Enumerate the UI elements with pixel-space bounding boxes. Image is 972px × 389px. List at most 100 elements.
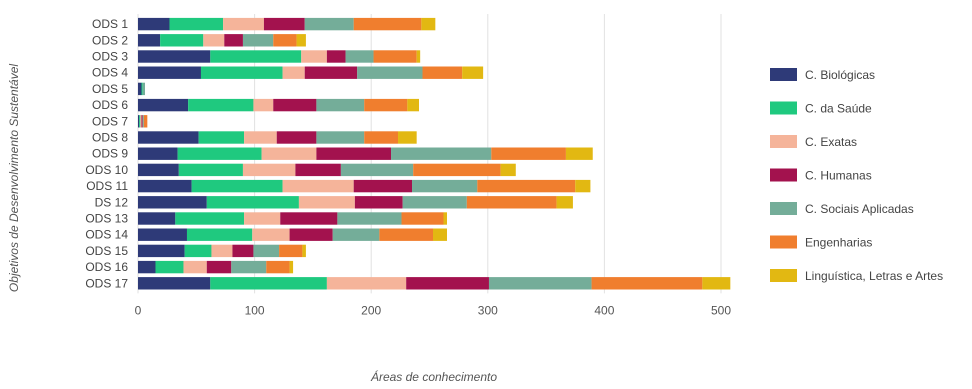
bar-segment <box>253 244 280 258</box>
bar-segment <box>242 163 296 177</box>
bar-segment <box>406 277 489 290</box>
y-category-label: ODS 7 <box>92 114 128 128</box>
bar-segment <box>304 17 354 31</box>
bar-segment <box>138 50 211 63</box>
legend-swatch <box>770 235 797 249</box>
bar-segment <box>316 98 365 112</box>
y-category-label: ODS 14 <box>85 228 128 242</box>
legend-label: C. Sociais Aplicadas <box>805 202 914 216</box>
bar-segment <box>210 277 327 290</box>
x-tick-label: 400 <box>594 303 614 317</box>
bar-segment <box>289 260 294 274</box>
bar-segment <box>191 179 283 193</box>
y-category-label: ODS 6 <box>92 98 128 112</box>
y-category-label: ODS 9 <box>92 147 128 161</box>
bar-segment <box>188 98 254 112</box>
legend-label: C. da Saúde <box>805 102 872 116</box>
bar-segment <box>354 196 403 209</box>
bar-segment <box>155 260 184 274</box>
bar-segment <box>282 66 305 79</box>
bar-segment <box>443 212 447 225</box>
bar-segment <box>357 66 423 79</box>
bar-segment <box>432 228 447 241</box>
bar-segment <box>140 115 142 128</box>
bar-segment <box>143 115 148 128</box>
bar-segment <box>138 179 192 193</box>
x-axis-labels: 0 100 200 300 400 500 <box>135 303 732 317</box>
bar-segment <box>138 115 140 128</box>
legend-swatch <box>770 269 797 282</box>
y-category-label: ODS 5 <box>92 82 128 96</box>
legend-swatch <box>770 168 797 182</box>
bar-segment <box>353 17 422 31</box>
bar-segment <box>398 131 417 144</box>
bar-segment <box>477 179 576 193</box>
bar-segment <box>416 50 421 63</box>
bar-segment <box>160 34 204 47</box>
bar-segment <box>364 131 399 144</box>
bar-segment <box>266 260 290 274</box>
bar-segment <box>373 50 417 63</box>
bar-segment <box>466 196 557 209</box>
bar-segment <box>142 82 145 96</box>
bar-segment <box>223 17 264 31</box>
bar-segment <box>702 277 731 290</box>
bar-segment <box>211 244 233 258</box>
y-category-label: ODS 3 <box>92 50 128 64</box>
bar-segment <box>141 115 143 128</box>
y-category-label: ODS 4 <box>92 66 128 80</box>
bar-segment <box>402 196 467 209</box>
bar-segment <box>282 179 354 193</box>
y-category-label: ODS 17 <box>85 276 128 290</box>
bar-segment <box>252 228 290 241</box>
bar-segment <box>316 131 365 144</box>
bar-segment <box>273 34 297 47</box>
bar-segment <box>224 34 243 47</box>
bar-segment <box>186 228 253 241</box>
legend: C. Biológicas C. da Saúde C. Exatas C. Huma… <box>770 68 943 283</box>
bar-segment <box>210 50 302 63</box>
bar-segment <box>138 163 179 177</box>
bar-segment <box>413 163 501 177</box>
bar-segment <box>242 34 274 47</box>
legend-label: Engenharias <box>805 236 872 250</box>
bar-segment <box>244 212 281 225</box>
y-category-label: ODS 16 <box>85 260 128 274</box>
bar-segment <box>500 163 516 177</box>
bar-segment <box>138 66 201 79</box>
bar-segment <box>273 98 317 112</box>
bar-segment <box>138 212 176 225</box>
bar-segment <box>138 34 161 47</box>
bars <box>138 17 731 290</box>
bar-segment <box>575 179 591 193</box>
bar-segment <box>138 244 185 258</box>
bar-segment <box>407 98 420 112</box>
x-tick-label: 200 <box>361 303 381 317</box>
bar-segment <box>231 260 267 274</box>
legend-label: C. Exatas <box>805 135 857 149</box>
y-category-label: ODS 1 <box>92 17 128 31</box>
legend-swatch <box>770 68 797 81</box>
bar-segment <box>200 66 283 79</box>
bar-segment <box>316 147 392 160</box>
bar-segment <box>244 131 277 144</box>
y-category-label: ODS 11 <box>86 179 128 193</box>
bar-segment <box>332 228 380 241</box>
bar-segment <box>138 17 170 31</box>
bar-segment <box>261 147 317 160</box>
bar-segment <box>206 260 232 274</box>
y-category-label: ODS 8 <box>92 131 128 145</box>
bar-segment <box>138 228 187 241</box>
legend-label: C. Biológicas <box>805 68 875 82</box>
bar-segment <box>177 147 262 160</box>
bar-segment <box>138 147 178 160</box>
bar-segment <box>232 244 254 258</box>
y-category-label: ODS 13 <box>85 212 128 226</box>
bar-segment <box>304 66 358 79</box>
bar-segment <box>462 66 484 79</box>
legend-swatch <box>770 101 797 115</box>
bar-segment <box>298 196 355 209</box>
bar-segment <box>326 50 346 63</box>
bar-segment <box>142 115 144 128</box>
